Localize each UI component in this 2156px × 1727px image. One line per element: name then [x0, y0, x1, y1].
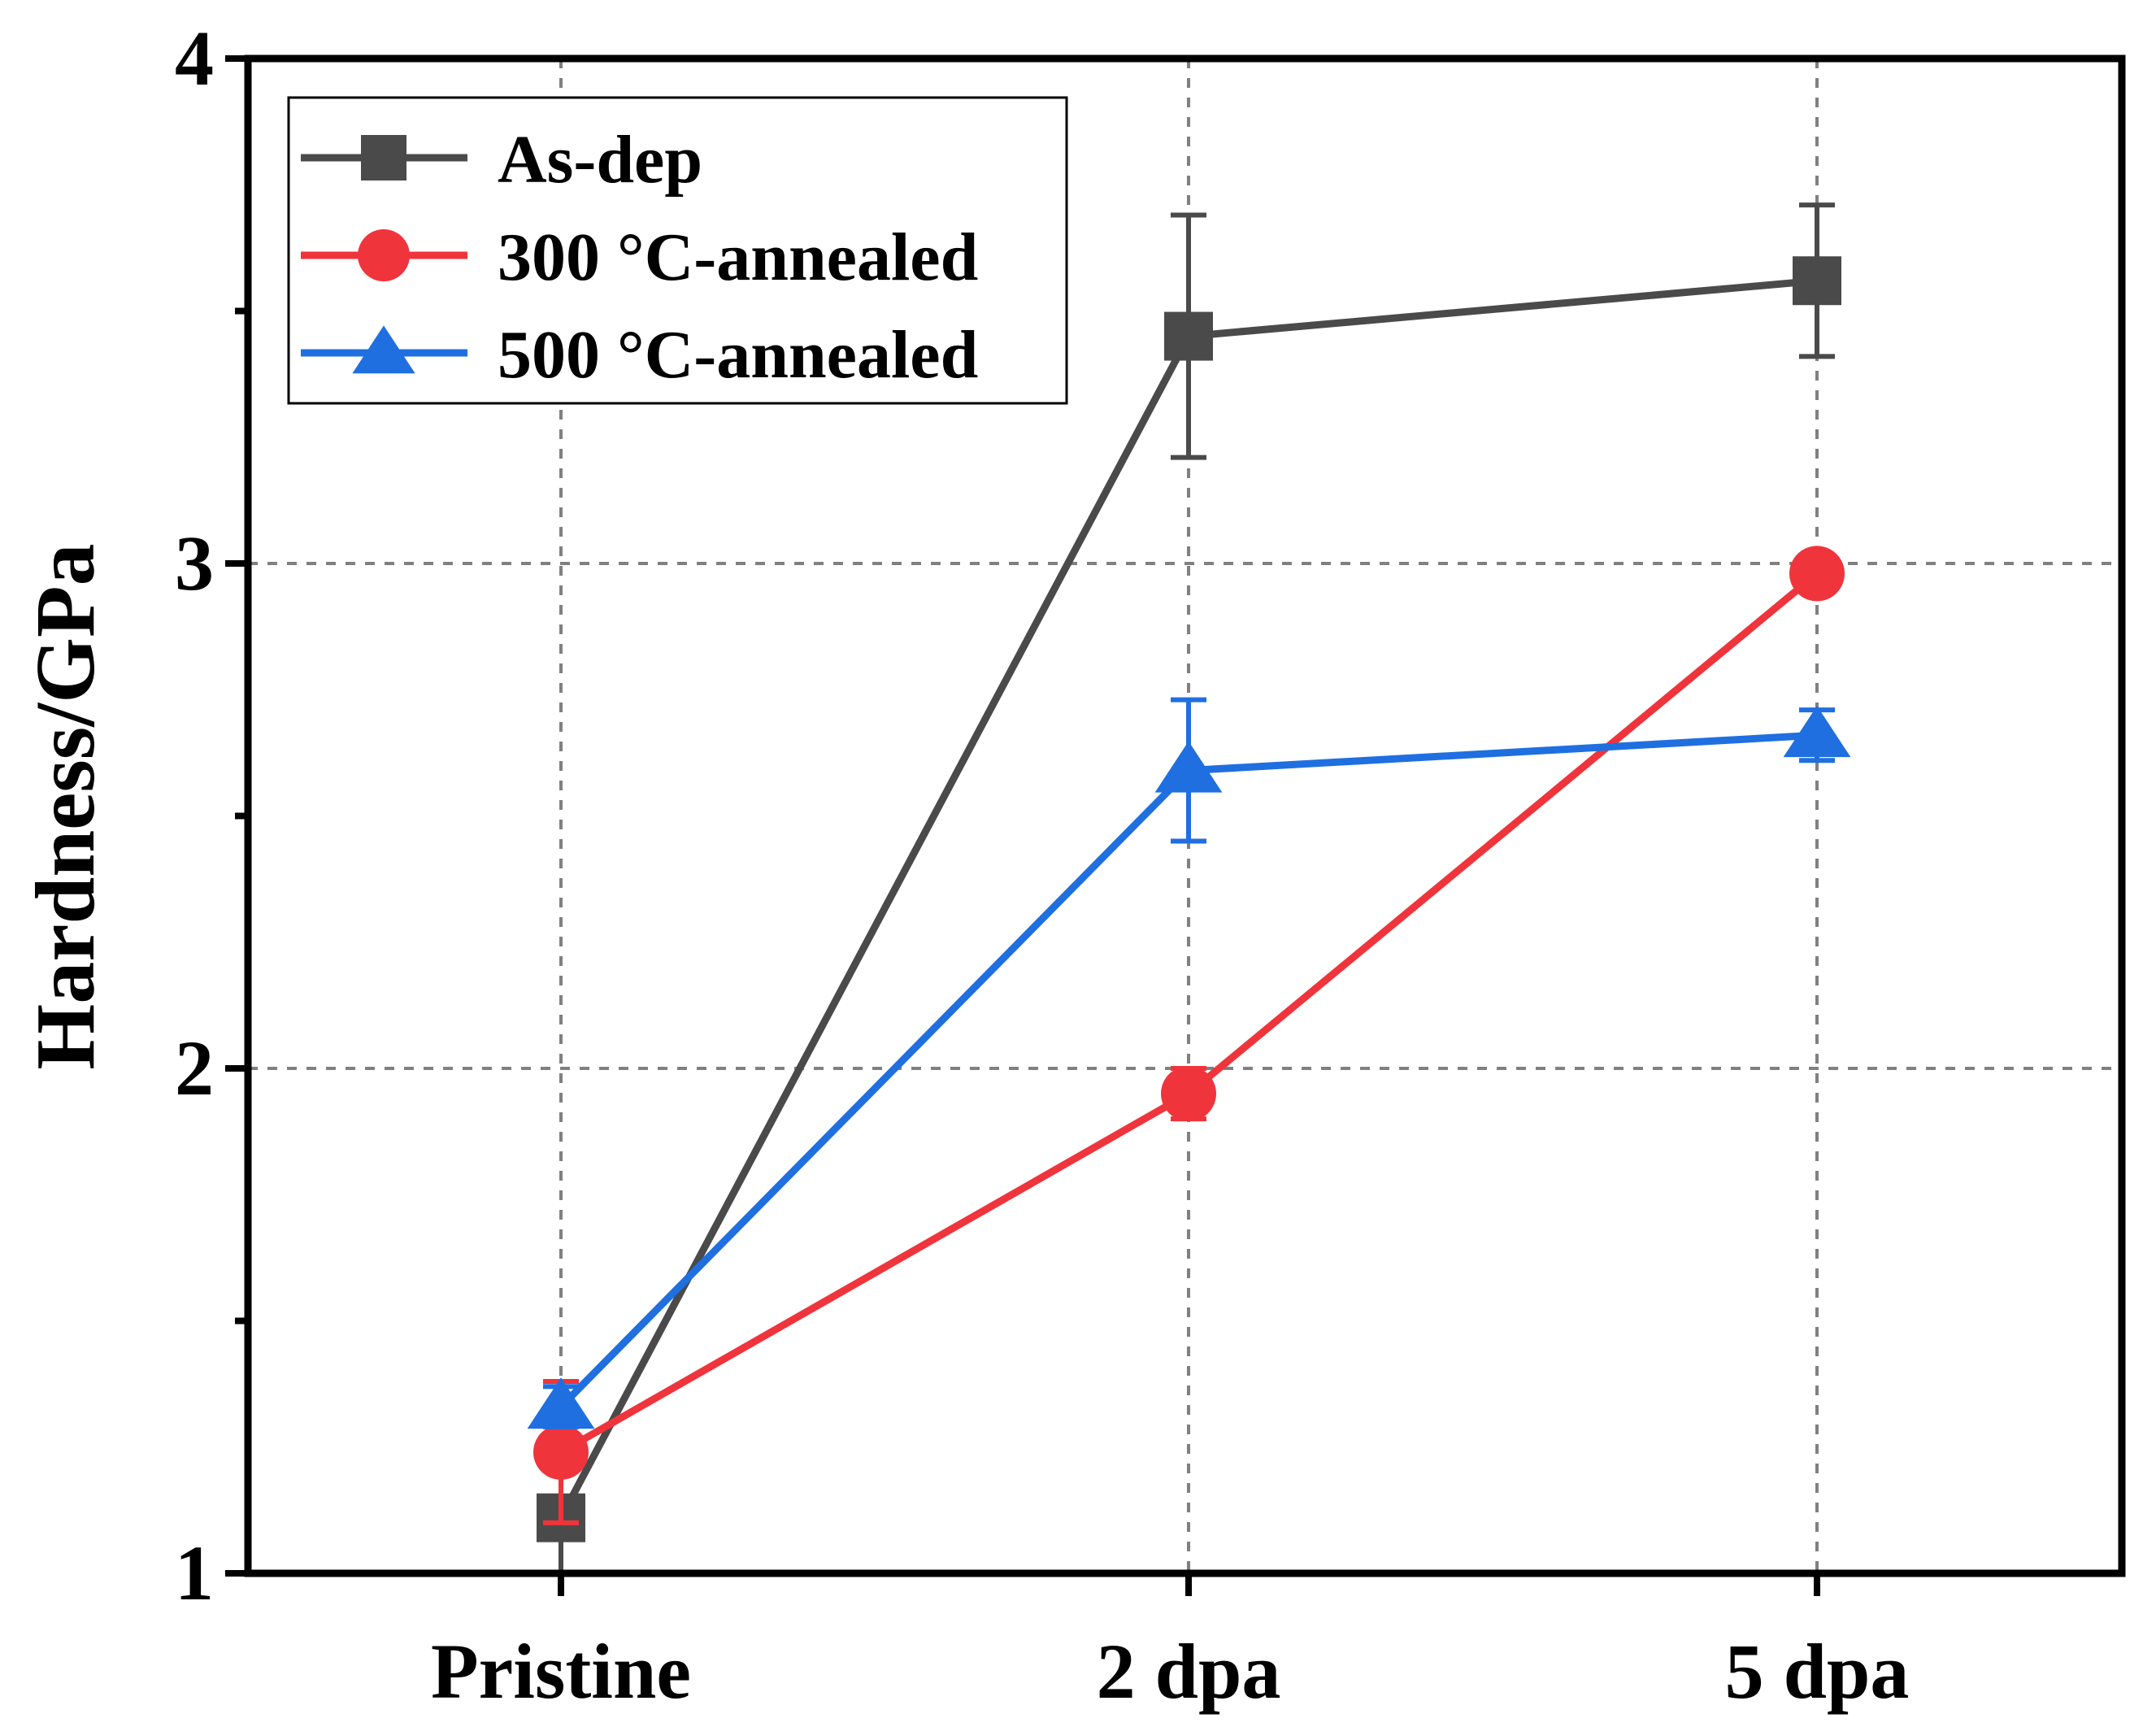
tick-labels: 1 2 3 4 Pristine 2 dpa 5 dpa [175, 15, 1909, 1715]
data-point [527, 1377, 595, 1429]
data-point [1793, 256, 1841, 306]
legend-entry: As-dep [301, 122, 702, 198]
x-tick-label: 5 dpa [1725, 1628, 1910, 1715]
data-point [1789, 546, 1845, 602]
y-tick-label: 3 [175, 520, 214, 607]
legend-label: 300 °C-annealed [498, 220, 978, 295]
data-point [533, 1424, 589, 1480]
legend-entry: 300 °C-annealed [301, 220, 978, 295]
y-tick-label: 4 [175, 15, 214, 102]
data-point [1783, 706, 1851, 758]
data-point [1164, 311, 1213, 361]
y-tick-label: 1 [175, 1529, 214, 1616]
y-tick-label: 2 [175, 1024, 214, 1111]
legend-label: 500 °C-annealed [498, 317, 978, 393]
axes [225, 54, 2126, 1596]
data-point [1154, 741, 1223, 793]
series-layer [527, 202, 1851, 1576]
x-tick-label: Pristine [431, 1628, 691, 1715]
legend-marker [358, 229, 410, 281]
legend-marker [352, 325, 415, 374]
y-axis-title: Hardness/GPa [19, 543, 112, 1069]
legend-marker [361, 135, 406, 181]
legend-label: As-dep [498, 122, 702, 198]
series-2 [527, 697, 1851, 1429]
data-point [1161, 1066, 1216, 1122]
legend: As-dep 300 °C-annealed 500 °C-annealed [287, 96, 1068, 405]
legend-entry: 500 °C-annealed [301, 317, 978, 393]
x-tick-label: 2 dpa [1097, 1628, 1281, 1715]
